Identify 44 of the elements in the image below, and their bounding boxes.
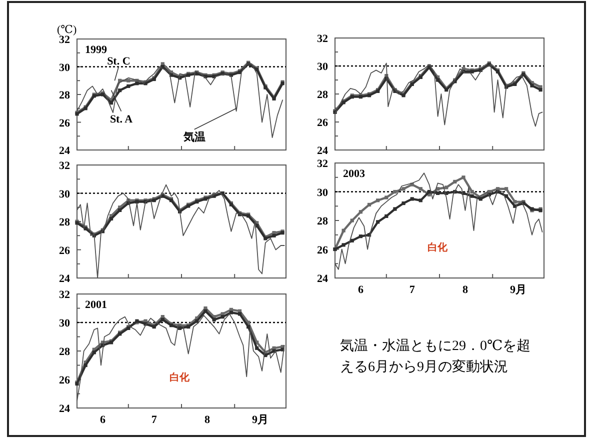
y-tick-label: 32	[317, 33, 328, 45]
y-tick-label: 32	[59, 34, 70, 46]
y-tick-label: 24	[59, 403, 70, 415]
y-tick-label: 28	[59, 216, 70, 228]
annotation: St. A	[110, 113, 133, 126]
y-tick-label: 28	[59, 90, 70, 102]
y-tick-label: 24	[59, 145, 70, 157]
x-tick-label: 7	[151, 414, 158, 426]
x-tick-label: 7	[409, 284, 416, 296]
x-tick-label: 6	[100, 414, 106, 426]
text: える6月から9月の変動状況	[340, 359, 508, 375]
y-tick-label: 24	[317, 145, 328, 157]
y-tick-label: 24	[59, 273, 70, 285]
chart-title: 2003	[343, 168, 366, 180]
chart-title: 2001	[85, 299, 107, 311]
y-tick-label: 24	[317, 273, 328, 285]
y-tick-label: 26	[59, 117, 70, 130]
x-tick-label: 6	[358, 284, 364, 296]
x-tick-label: 9月	[252, 414, 269, 426]
y-tick-label: 30	[59, 62, 70, 74]
y-tick-label: 26	[59, 374, 70, 386]
y-tick-label: 30	[59, 188, 70, 200]
y-tick-label: 30	[59, 318, 70, 330]
annotation: 白化	[169, 372, 190, 384]
annotation: 白化	[427, 241, 448, 254]
y-tick-label: 26	[317, 244, 328, 256]
y-tick-label: 26	[59, 244, 70, 257]
text: 気温・水温ともに29．0℃を超	[340, 338, 531, 354]
y-tick-label: 28	[317, 89, 328, 101]
y-tick-label: 30	[317, 61, 328, 73]
annotation: St. C	[107, 56, 130, 68]
y-tick-label: 32	[59, 160, 70, 172]
y-tick-label: 30	[317, 186, 328, 199]
y-tick-label: 32	[59, 289, 70, 301]
x-tick-label: 9月	[510, 284, 527, 296]
chart-title: 1999	[85, 44, 108, 56]
x-tick-label: 8	[462, 284, 468, 296]
y-tick-label: 28	[59, 346, 70, 358]
annotation: 気温	[182, 130, 206, 144]
y-tick-label: 32	[317, 158, 328, 170]
y-axis-title: (℃)	[57, 24, 77, 36]
y-tick-label: 28	[317, 216, 328, 228]
x-tick-label: 8	[204, 414, 210, 426]
y-tick-label: 26	[317, 117, 328, 129]
